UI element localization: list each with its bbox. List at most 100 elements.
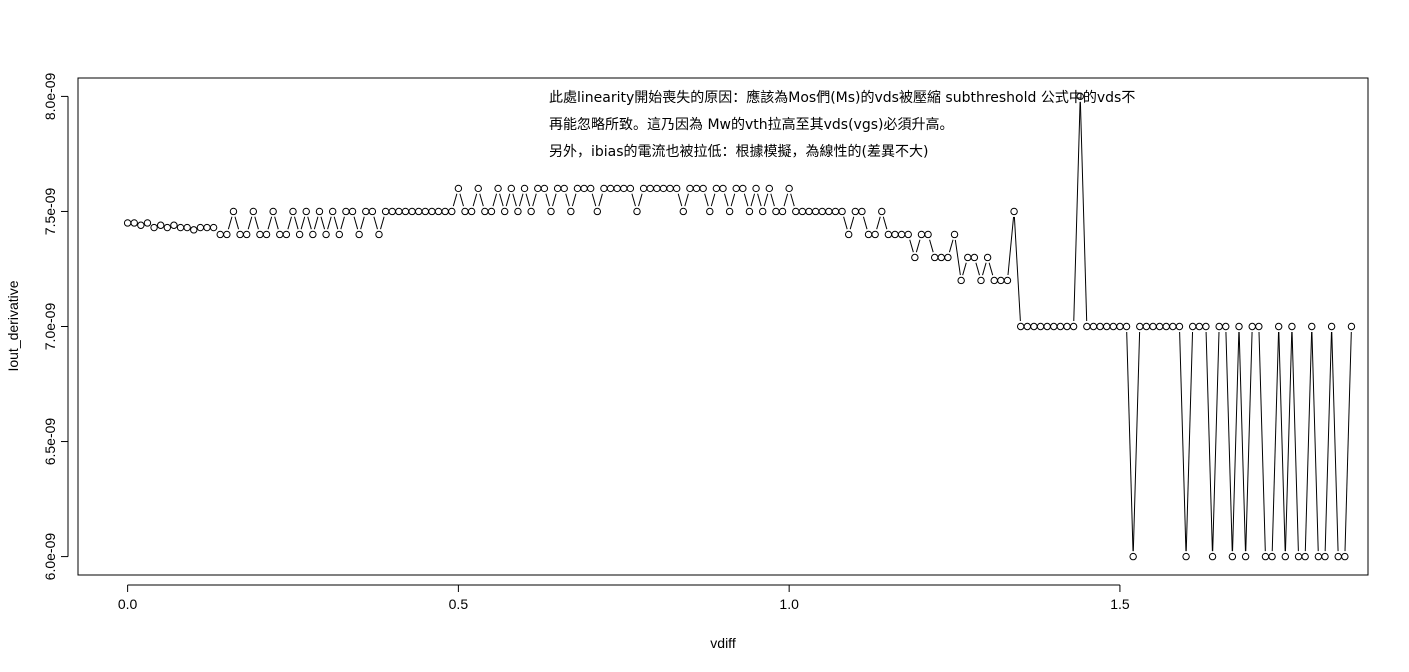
data-point bbox=[792, 207, 800, 216]
data-point bbox=[322, 230, 330, 239]
data-point bbox=[540, 184, 549, 193]
data-point bbox=[798, 207, 807, 216]
data-point bbox=[520, 184, 529, 193]
series-segment bbox=[909, 239, 914, 253]
series-segment bbox=[598, 193, 603, 207]
series-segment bbox=[472, 193, 478, 207]
series-segment bbox=[704, 193, 709, 207]
data-point bbox=[1301, 552, 1309, 561]
data-point bbox=[666, 184, 674, 193]
data-point bbox=[970, 253, 979, 262]
series-segment bbox=[1304, 331, 1313, 552]
series-segment bbox=[313, 216, 319, 230]
series-segment bbox=[492, 193, 498, 207]
data-point bbox=[428, 207, 436, 216]
series-segment bbox=[1291, 331, 1299, 552]
data-point bbox=[1030, 322, 1038, 331]
data-point bbox=[434, 207, 443, 216]
data-point bbox=[1294, 552, 1303, 561]
series-segment bbox=[1324, 331, 1332, 552]
data-point bbox=[1050, 322, 1058, 331]
series-segment bbox=[1013, 216, 1021, 322]
series-segment bbox=[1232, 331, 1240, 552]
data-point bbox=[514, 207, 522, 216]
data-point bbox=[1274, 322, 1283, 331]
data-point bbox=[1089, 322, 1098, 331]
data-point bbox=[1202, 322, 1210, 331]
data-point bbox=[474, 184, 482, 193]
data-point bbox=[957, 276, 965, 285]
series-segment bbox=[954, 239, 961, 276]
series-segment bbox=[360, 216, 365, 230]
series-segment bbox=[1278, 331, 1286, 552]
series-segment bbox=[790, 193, 795, 207]
data-point bbox=[944, 253, 952, 262]
data-point bbox=[765, 184, 774, 193]
data-point bbox=[1188, 322, 1197, 331]
data-point bbox=[977, 276, 985, 285]
data-point bbox=[785, 184, 793, 193]
data-point bbox=[871, 230, 879, 239]
data-point bbox=[659, 184, 668, 193]
data-point bbox=[534, 184, 542, 193]
series-segment bbox=[1311, 331, 1319, 552]
annotation-line-1: 此處linearity開始喪失的原因：應該為Mos們(Ms)的vds被壓縮 su… bbox=[549, 90, 1136, 106]
data-point bbox=[236, 230, 244, 239]
series-segment bbox=[684, 193, 689, 207]
series-segment bbox=[327, 216, 332, 230]
data-point bbox=[553, 184, 562, 193]
series-segment bbox=[876, 216, 881, 230]
data-point bbox=[256, 230, 264, 239]
data-point bbox=[1036, 322, 1045, 331]
x-axis-label: vdiff bbox=[710, 635, 736, 651]
data-point bbox=[851, 207, 860, 216]
data-point bbox=[348, 207, 357, 216]
y-tick-label: 8.0e-09 bbox=[42, 72, 58, 120]
data-point bbox=[818, 207, 826, 216]
data-point bbox=[679, 207, 688, 216]
data-point bbox=[481, 207, 489, 216]
y-tick-label: 6.5e-09 bbox=[42, 418, 58, 466]
series-segment bbox=[353, 216, 359, 230]
data-point bbox=[825, 207, 833, 216]
data-point bbox=[487, 207, 496, 216]
data-point bbox=[586, 184, 595, 193]
series-segment bbox=[525, 193, 531, 207]
series-segment bbox=[227, 216, 233, 230]
data-point bbox=[176, 223, 185, 232]
series-segment bbox=[333, 216, 339, 230]
series-segment bbox=[1344, 331, 1352, 552]
data-point bbox=[917, 230, 926, 239]
data-point bbox=[620, 184, 628, 193]
data-point bbox=[1281, 552, 1290, 561]
data-point bbox=[1288, 322, 1296, 331]
data-point bbox=[712, 184, 721, 193]
data-point bbox=[752, 184, 760, 193]
data-point bbox=[395, 207, 403, 216]
data-point bbox=[772, 207, 780, 216]
data-point bbox=[295, 230, 304, 239]
series-segment bbox=[929, 239, 934, 253]
data-point bbox=[408, 207, 416, 216]
annotation-line-2: 再能忽略所致。這乃因為 Mw的vth拉高至其vds(vgs)必須升高。 bbox=[549, 117, 954, 133]
series-segment bbox=[750, 193, 756, 207]
data-point bbox=[930, 253, 939, 262]
series-segment bbox=[294, 216, 299, 230]
series-segment bbox=[320, 216, 326, 230]
data-point bbox=[858, 207, 866, 216]
data-point bbox=[1076, 92, 1084, 101]
data-point bbox=[639, 184, 648, 193]
series-segment bbox=[479, 193, 484, 207]
series-segment bbox=[1238, 331, 1246, 552]
data-point bbox=[1321, 552, 1329, 561]
data-point bbox=[1023, 322, 1032, 331]
series-segment bbox=[962, 262, 967, 276]
data-point bbox=[441, 207, 449, 216]
data-point bbox=[289, 207, 297, 216]
series-segment bbox=[1185, 331, 1194, 552]
series-segment bbox=[287, 216, 292, 230]
data-point bbox=[725, 207, 734, 216]
data-point bbox=[1122, 322, 1131, 331]
data-point bbox=[1208, 552, 1217, 561]
data-point bbox=[606, 184, 615, 193]
